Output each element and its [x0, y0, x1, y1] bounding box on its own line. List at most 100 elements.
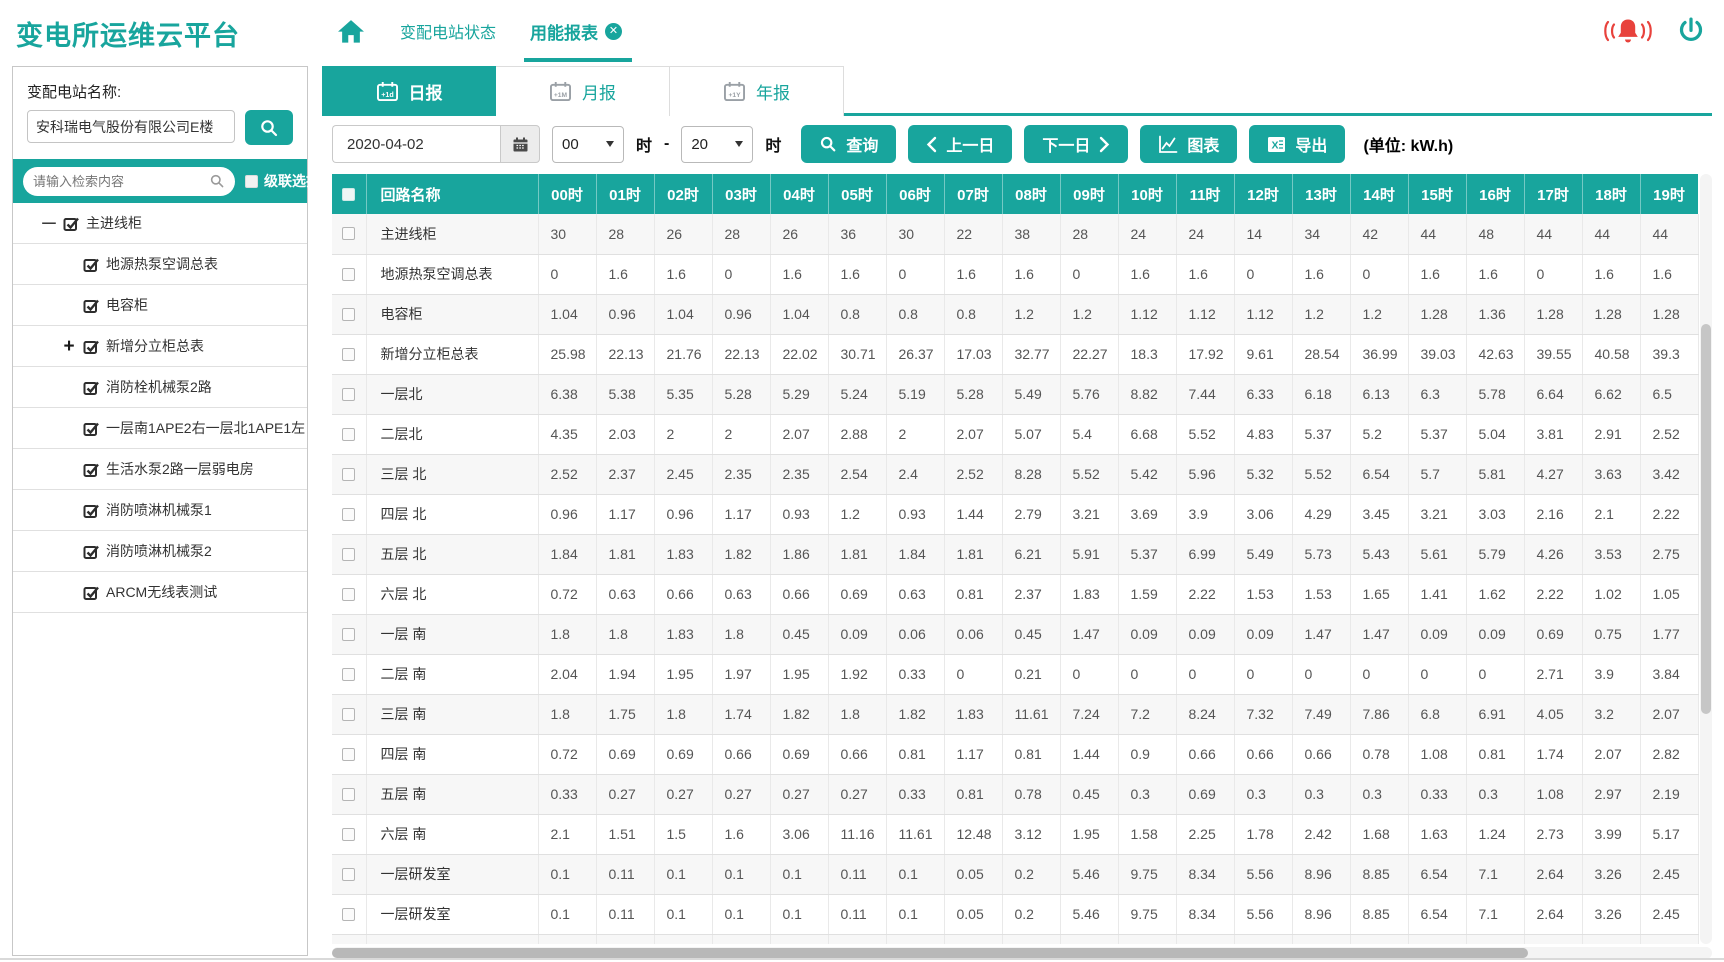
tree-item[interactable]: 一层南1APE2右一层北1APE1左: [13, 408, 307, 449]
row-checkbox[interactable]: [342, 547, 356, 561]
export-button[interactable]: X 导出: [1249, 125, 1346, 163]
value-cell: 1.6: [596, 254, 655, 295]
value-cell: 0.45: [1060, 774, 1119, 815]
checked-checkbox-icon[interactable]: [83, 379, 100, 396]
value-cell: 5.61: [1408, 534, 1467, 575]
hour-from-value: 00: [562, 135, 579, 153]
alarm-bell-button[interactable]: [1600, 14, 1656, 48]
checked-checkbox-icon[interactable]: [83, 420, 100, 437]
chart-button[interactable]: 图表: [1140, 125, 1238, 163]
expander-icon[interactable]: ─: [42, 212, 56, 234]
tree-item-label: 地源热泵空调总表: [106, 256, 218, 272]
checked-checkbox-icon[interactable]: [83, 461, 100, 478]
checked-checkbox-icon[interactable]: [83, 297, 100, 314]
select-all-checkbox[interactable]: [342, 187, 356, 201]
tree-search-box[interactable]: [23, 166, 235, 196]
tree-item[interactable]: 电容柜: [13, 285, 307, 326]
row-checkbox[interactable]: [342, 227, 356, 241]
table-row: 二层 南 2.04 1.94 1.95 1.97 1.95 1.92 0.33 0 0.21 0 0 0…: [332, 654, 1699, 695]
checked-checkbox-icon[interactable]: [83, 584, 100, 601]
row-checkbox[interactable]: [342, 467, 356, 481]
station-name-input[interactable]: [27, 110, 235, 143]
value-cell: 24: [1176, 214, 1235, 255]
checked-checkbox-icon[interactable]: [83, 502, 100, 519]
row-checkbox[interactable]: [342, 907, 356, 921]
next-day-button[interactable]: 下一日: [1024, 125, 1129, 163]
checked-checkbox-icon[interactable]: [63, 215, 80, 232]
value-cell: 5.28: [944, 374, 1003, 415]
table-row: 一层 南 1.8 1.8 1.83 1.8 0.45 0.09 0.06 0.06 0.45 1.4…: [332, 614, 1699, 655]
tree-item[interactable]: 消防栓机械泵2路: [13, 367, 307, 408]
value-cell: 1.65: [1350, 574, 1409, 615]
vertical-scrollbar-thumb[interactable]: [1701, 324, 1711, 714]
value-cell: 2.97: [1582, 774, 1641, 815]
checked-checkbox-icon[interactable]: [83, 338, 100, 355]
tab-energy-report[interactable]: 用能报表 ✕: [524, 0, 633, 62]
row-checkbox[interactable]: [342, 627, 356, 641]
row-checkbox[interactable]: [342, 787, 356, 801]
hour-to-select[interactable]: 20: [681, 125, 754, 163]
tree-item[interactable]: + 新增分立柜总表: [13, 326, 307, 367]
tree-item[interactable]: ─ 主进线柜: [13, 203, 307, 244]
cascade-select[interactable]: 级联选择: [245, 171, 320, 191]
checked-checkbox-icon[interactable]: [83, 256, 100, 273]
row-checkbox[interactable]: [342, 827, 356, 841]
value-cell: 5.32: [1234, 454, 1293, 495]
value-cell: 5.42: [1118, 454, 1177, 495]
hour-header: 15时: [1408, 174, 1467, 214]
value-cell: 1.94: [596, 654, 655, 695]
value-cell: 1.2: [1060, 294, 1119, 335]
value-cell: 30: [886, 214, 945, 255]
value-cell: 9.75: [1118, 854, 1177, 895]
value-cell: 0.27: [770, 774, 829, 815]
tab-monthly-report[interactable]: +1M 月报: [496, 66, 670, 116]
tree-item[interactable]: 消防喷淋机械泵2: [13, 531, 307, 572]
power-button[interactable]: [1676, 16, 1706, 46]
cascade-checkbox[interactable]: [245, 174, 258, 188]
row-checkbox[interactable]: [342, 427, 356, 441]
row-checkbox[interactable]: [342, 387, 356, 401]
query-button[interactable]: 查询: [801, 125, 897, 163]
row-checkbox[interactable]: [342, 587, 356, 601]
tree-item[interactable]: ARCM无线表测试: [13, 572, 307, 613]
row-checkbox[interactable]: [342, 347, 356, 361]
home-button[interactable]: [336, 17, 366, 45]
tree-item[interactable]: 地源热泵空调总表: [13, 244, 307, 285]
row-checkbox[interactable]: [342, 747, 356, 761]
vertical-scrollbar[interactable]: [1700, 174, 1712, 944]
row-checkbox[interactable]: [342, 667, 356, 681]
value-cell: 0: [1060, 654, 1119, 695]
prev-day-button[interactable]: 上一日: [908, 125, 1013, 163]
value-cell: 0.3: [1350, 774, 1409, 815]
tree-search-input[interactable]: [33, 173, 209, 189]
value-cell: 0.1: [654, 894, 713, 935]
row-checkbox[interactable]: [342, 267, 356, 281]
tab-station-status[interactable]: 变配电站状态: [400, 0, 496, 62]
value-cell: 4.26: [1524, 534, 1583, 575]
close-tab-icon[interactable]: ✕: [605, 22, 623, 40]
hour-header: 08时: [1002, 174, 1061, 214]
date-picker-button[interactable]: [500, 125, 540, 163]
tab-yearly-report[interactable]: +1Y 年报: [670, 66, 844, 116]
row-checkbox[interactable]: [342, 507, 356, 521]
tree-item[interactable]: 生活水泵2路一层弱电房: [13, 449, 307, 490]
table-row: 五层 北 1.84 1.81 1.83 1.82 1.86 1.81 1.84 1.81 6.21…: [332, 534, 1699, 575]
tree-item[interactable]: 消防喷淋机械泵1: [13, 490, 307, 531]
tab-daily-report[interactable]: +1d 日报: [322, 66, 496, 116]
hour-from-select[interactable]: 00: [552, 125, 624, 163]
value-cell: 1.05: [1640, 574, 1699, 615]
tree-item-label: 电容柜: [106, 297, 148, 313]
horizontal-scrollbar[interactable]: [332, 947, 1712, 959]
row-checkbox[interactable]: [342, 707, 356, 721]
row-checkbox[interactable]: [342, 307, 356, 321]
row-checkbox[interactable]: [342, 867, 356, 881]
checked-checkbox-icon[interactable]: [83, 543, 100, 560]
horizontal-scrollbar-thumb[interactable]: [332, 948, 1528, 958]
value-cell: 0.66: [712, 734, 771, 775]
station-search-button[interactable]: [245, 110, 293, 145]
hour-header: 05时: [828, 174, 887, 214]
sidebar: 变配电站名称: 级联选择 ─ 主进线柜: [12, 66, 320, 956]
date-input[interactable]: [332, 125, 500, 163]
tree-item-label: ARCM无线表测试: [106, 584, 218, 600]
expander-icon[interactable]: +: [63, 335, 75, 357]
